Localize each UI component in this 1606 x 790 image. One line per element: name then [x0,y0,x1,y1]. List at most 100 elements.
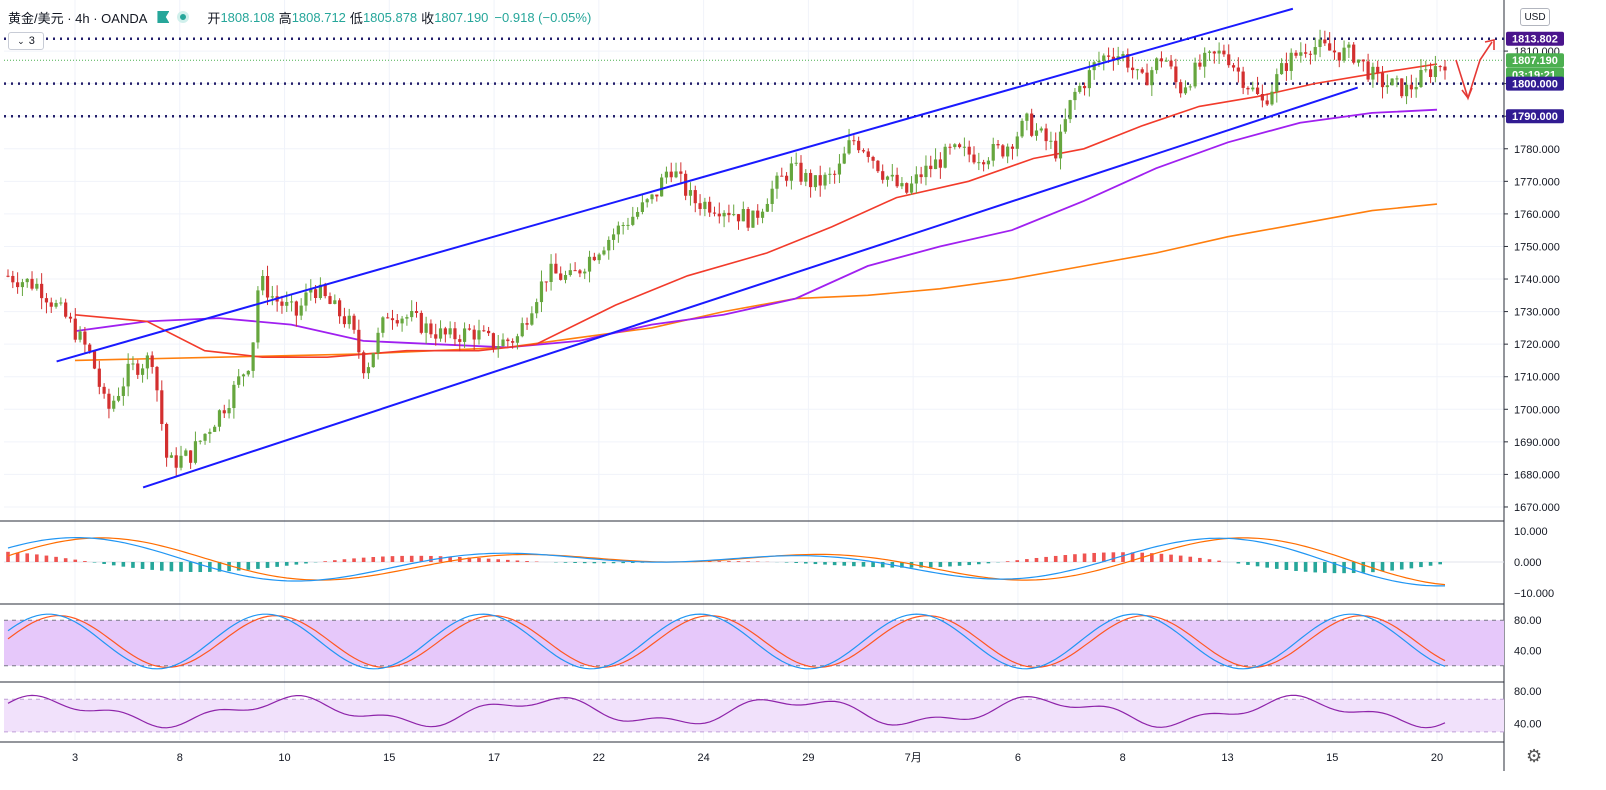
candle-body [458,339,462,342]
high-label: 高 [278,10,292,26]
time-tick-label: 29 [802,752,814,764]
candle-body [1419,69,1423,87]
symbol-header[interactable]: 黄金/美元 · 4h · OANDA 开 1808.108 高 1808.712 低… [8,6,591,28]
candle-body [982,162,986,165]
currency-button[interactable]: USD [1520,8,1550,26]
macd-hist-bar [1419,562,1423,568]
candle-body [270,296,274,298]
candle-body [799,162,803,182]
candle-body [487,330,491,334]
candle-body [1039,128,1043,131]
price-tick-label: 1730.000 [1514,307,1560,319]
gear-icon[interactable]: ⚙ [1526,746,1543,766]
macd-tick-label: −10.000 [1514,588,1554,600]
candle-body [679,171,683,174]
macd-hist-bar [304,562,308,564]
macd-hist-bar [630,562,635,563]
candle-body [1010,146,1015,149]
candle-body [1087,70,1091,89]
candle-body [607,239,611,251]
macd-hist-bar [1121,552,1125,562]
candles [6,29,1447,476]
candle-body [602,250,606,255]
time-tick-label: 8 [177,752,183,764]
price-tick-label: 1770.000 [1514,176,1560,188]
candle-body [866,151,870,157]
candle-body [1063,119,1067,132]
candle-body [155,366,159,391]
candle-body [876,160,880,172]
close-value: 1807.190 [434,9,489,25]
candle-body [410,311,414,318]
candle-body [847,140,851,154]
symbol-title[interactable]: 黄金/美元 · 4h · OANDA [8,10,148,26]
candle-body [145,355,149,369]
candle-body [1404,84,1409,97]
candle-body [890,174,894,177]
candle-body [164,423,169,458]
macd-hist-bar [159,562,164,571]
macd-hist-bar [707,561,712,562]
macd-hist-bar [1063,555,1068,562]
candle-body [760,211,765,218]
macd-hist-bar [582,562,587,564]
macd-hist-bar [409,555,414,562]
candle-body [905,183,909,193]
candle-body [1246,87,1250,90]
candle-body [674,171,678,178]
candle-body [462,328,467,342]
time-tick-label: 15 [383,752,395,764]
macd-hist-bar [448,556,452,562]
macd-hist-bar [198,562,203,573]
candle-body [938,159,942,168]
macd-hist-bar [25,553,30,562]
macd-hist-bar [1265,562,1269,568]
price-chart[interactable]: 1810.0001800.0001790.0001780.0001770.000… [0,0,1568,771]
chevron-down-icon: ⌄ [17,35,25,46]
candle-body [520,323,524,337]
macd-hist-bar [948,562,952,567]
macd-hist-bar [717,561,722,562]
candle-body [1058,131,1063,159]
candle-body [1236,67,1240,72]
candle-body [1198,62,1202,67]
price-tick-label: 1710.000 [1514,372,1560,384]
candle-body [1179,82,1183,94]
candle-body [294,301,298,316]
candle-body [1241,71,1245,88]
time-tick-label: 3 [72,752,78,764]
candle-body [1097,60,1101,63]
time-tick-label: 7月 [905,752,922,764]
open-value: 1808.108 [220,9,275,25]
candle-body [914,174,918,184]
candle-body [611,234,616,240]
macd-hist-bar [265,562,270,568]
macd-hist-bar [486,558,491,562]
macd-hist-bar [188,562,193,572]
stoch-band [4,620,1504,666]
macd-hist-bar [1236,562,1241,564]
macd-hist-bar [1005,561,1010,562]
candle-body [1073,91,1077,101]
candle-body [996,144,1000,146]
macd-hist-bar [342,559,347,562]
flag-icon[interactable] [157,11,170,23]
macd-hist-bar [323,561,327,562]
macd-hist-bar [938,562,943,567]
price-tick-label: 1700.000 [1514,404,1560,416]
candle-body [44,298,49,303]
price-label-box [1506,76,1564,91]
macd-hist-bar [1073,554,1077,562]
macd-hist-bar [525,561,529,562]
candle-body [1270,91,1274,105]
indicators-collapse-button[interactable]: ⌄ 3 [8,32,44,50]
macd-line [7,536,1445,587]
candle-body [1164,60,1168,62]
macd-hist-bar [823,562,827,565]
candle-body [88,344,92,352]
candle-body [592,256,596,261]
candle-body [732,214,736,216]
price-label-text: 1807.190 [1512,55,1558,67]
macd-hist-bar [909,562,914,568]
candle-body [453,328,457,340]
